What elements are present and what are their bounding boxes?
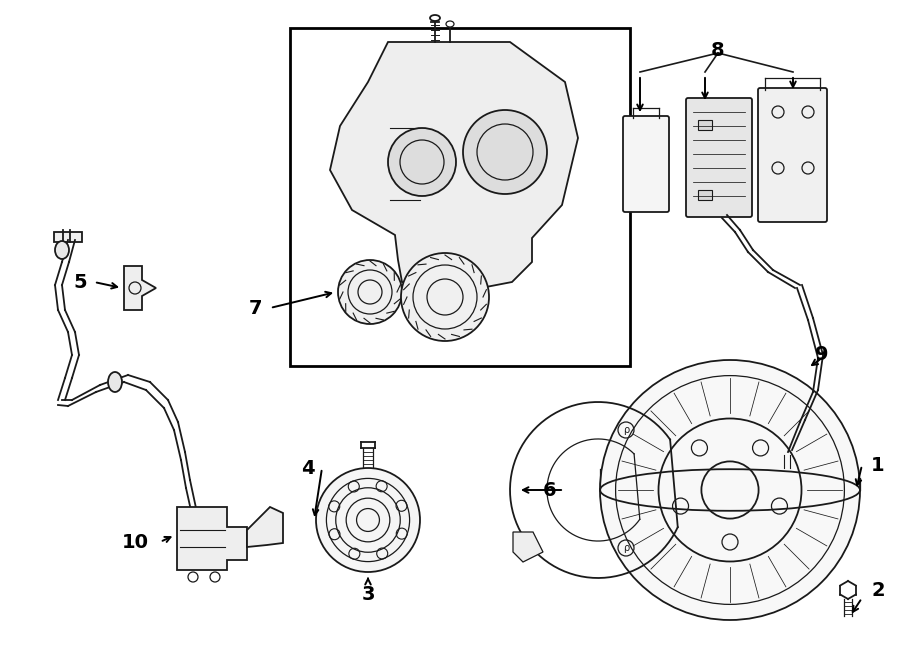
- Polygon shape: [330, 42, 578, 292]
- Circle shape: [600, 360, 860, 620]
- FancyBboxPatch shape: [623, 116, 669, 212]
- Circle shape: [316, 468, 420, 572]
- Text: 7: 7: [248, 299, 262, 318]
- Text: 1: 1: [871, 455, 885, 475]
- Bar: [54, 232, 82, 242]
- Text: ρ: ρ: [623, 425, 629, 435]
- Circle shape: [463, 110, 547, 194]
- Polygon shape: [247, 507, 283, 547]
- Bar: [290, 28, 630, 366]
- Bar: [698, 120, 712, 130]
- Circle shape: [401, 253, 489, 341]
- Text: 8: 8: [711, 40, 724, 60]
- Bar: [698, 190, 712, 200]
- Text: 2: 2: [871, 581, 885, 600]
- Text: 6: 6: [544, 481, 557, 500]
- FancyBboxPatch shape: [686, 98, 752, 217]
- Ellipse shape: [55, 241, 69, 259]
- Bar: [778, 450, 804, 468]
- Text: ρ: ρ: [623, 543, 629, 553]
- Circle shape: [388, 128, 456, 196]
- FancyBboxPatch shape: [758, 88, 827, 222]
- Text: 5: 5: [73, 273, 86, 291]
- Ellipse shape: [108, 372, 122, 392]
- Text: 9: 9: [815, 344, 829, 363]
- Polygon shape: [177, 507, 247, 570]
- Polygon shape: [124, 266, 156, 310]
- Text: 4: 4: [302, 459, 315, 477]
- Circle shape: [338, 260, 402, 324]
- Polygon shape: [513, 532, 543, 562]
- Text: 3: 3: [361, 585, 374, 604]
- Text: 10: 10: [122, 532, 148, 551]
